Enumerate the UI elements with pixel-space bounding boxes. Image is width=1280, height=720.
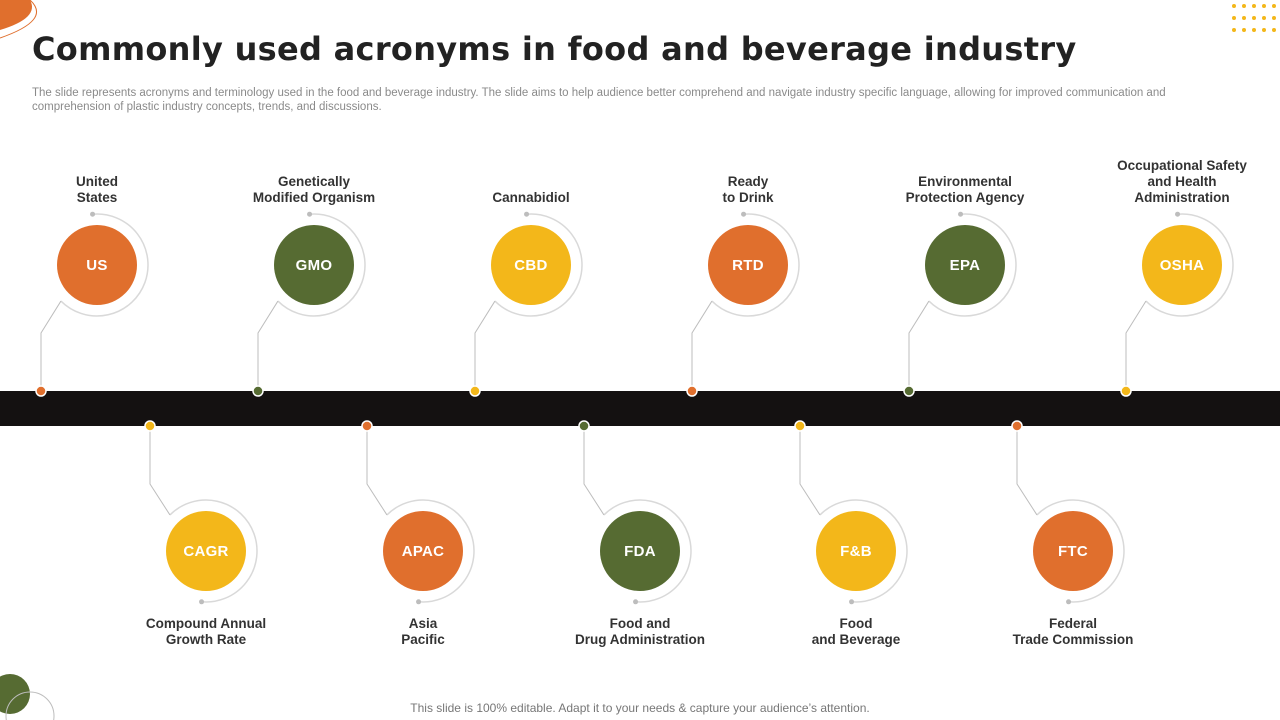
page-description: The slide represents acronyms and termin… [32, 87, 1166, 113]
acronym-label: Cannabidiol [492, 190, 570, 205]
ring-arc [60, 213, 149, 317]
ring-arc [1036, 499, 1125, 603]
acronym-circle: F&B [816, 511, 896, 591]
acronym-label: Ready to Drink [722, 174, 774, 205]
connector-line [474, 300, 496, 391]
timeline-item-fda-connector [578, 420, 692, 605]
ring-end-dot [1066, 599, 1072, 605]
dot-grid-decoration [1232, 4, 1276, 32]
timeline-dot [1011, 420, 1023, 432]
corner-decoration-bottom-left [0, 674, 55, 720]
ring-arc [1145, 213, 1234, 317]
acronym-circle: RTD [708, 225, 788, 305]
timeline-item-epa-connector [903, 211, 1017, 397]
timeline-dot [686, 385, 698, 397]
connector-line [257, 300, 279, 391]
acronym-circle: CBD [491, 225, 571, 305]
timeline-item-osha-connector [1120, 211, 1234, 397]
timeline-item-rtd-connector [686, 211, 800, 397]
timeline-bar [0, 391, 1280, 426]
acronym-circle: EPA [925, 225, 1005, 305]
ring-end-dot [199, 599, 205, 605]
ring-end-dot [958, 211, 964, 217]
ring-arc [386, 499, 475, 603]
timeline-dot [903, 385, 915, 397]
acronym-label: Genetically Modified Organism [252, 174, 376, 205]
ring-end-dot [633, 599, 639, 605]
timeline-item-cbd-connector [469, 211, 583, 397]
connector-line [1125, 300, 1147, 391]
ring-arc [928, 213, 1017, 317]
ring-arc [277, 213, 366, 317]
footer-note: This slide is 100% editable. Adapt it to… [410, 701, 870, 715]
ring-end-dot [416, 599, 422, 605]
timeline-dot [252, 385, 264, 397]
ring-arc [711, 213, 800, 317]
acronym-label: Occupational Safety and Health Administr… [1117, 158, 1247, 205]
ring-arc [169, 499, 258, 603]
connector-line [691, 300, 713, 391]
acronym-label: Asia Pacific [401, 616, 445, 647]
connector-line [799, 426, 821, 516]
acronym-label: Food and Drug Administration [575, 616, 705, 647]
corner-decoration-top-left [0, 0, 37, 39]
acronym-circle: APAC [383, 511, 463, 591]
acronym-label: Environmental Protection Agency [905, 174, 1025, 205]
timeline-dot [794, 420, 806, 432]
acronym-circle: FDA [600, 511, 680, 591]
connector-line [908, 300, 930, 391]
connector-line [1016, 426, 1038, 516]
acronym-label: Federal Trade Commission [1012, 616, 1134, 647]
ring-end-dot [1175, 211, 1181, 217]
acronym-circle: OSHA [1142, 225, 1222, 305]
acronym-label: Food and Beverage [811, 616, 901, 647]
connector-line [40, 300, 62, 391]
ring-end-dot [524, 211, 530, 217]
timeline-dot [144, 420, 156, 432]
acronym-circle: CAGR [166, 511, 246, 591]
timeline-item-ftc-connector [1011, 420, 1125, 605]
ring-arc [494, 213, 583, 317]
timeline-dot [361, 420, 373, 432]
acronym-circle: FTC [1033, 511, 1113, 591]
ring-end-dot [741, 211, 747, 217]
timeline-dot [578, 420, 590, 432]
timeline-dot [1120, 385, 1132, 397]
timeline-dot [469, 385, 481, 397]
ring-end-dot [849, 599, 855, 605]
connector-line [366, 426, 388, 516]
ring-end-dot [307, 211, 313, 217]
page-title: Commonly used acronyms in food and bever… [32, 30, 1077, 68]
connector-line [149, 426, 171, 516]
acronym-label: United States [76, 174, 118, 205]
acronym-label: Compound Annual Growth Rate [145, 616, 267, 647]
timeline-item-apac-connector [361, 420, 475, 605]
acronym-circle: GMO [274, 225, 354, 305]
timeline-item-us-connector [35, 211, 149, 397]
ring-arc [819, 499, 908, 603]
timeline-dot [35, 385, 47, 397]
timeline-item-fb-connector [794, 420, 908, 605]
acronym-circle: US [57, 225, 137, 305]
timeline-item-cagr-connector [144, 420, 258, 605]
ring-end-dot [90, 211, 96, 217]
ring-arc [603, 499, 692, 603]
timeline-item-gmo-connector [252, 211, 366, 397]
connector-line [583, 426, 605, 516]
